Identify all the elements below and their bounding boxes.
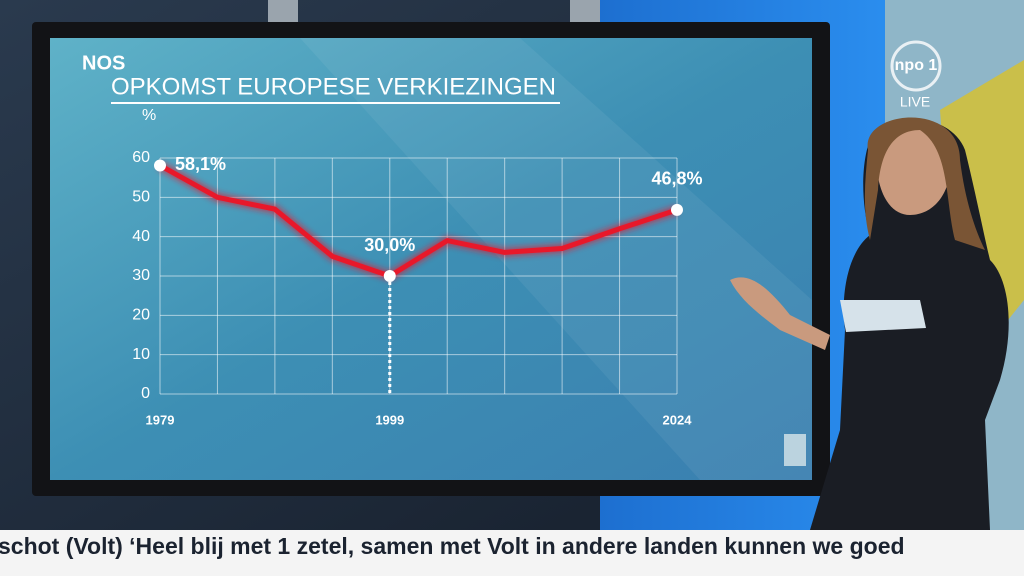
screen-corner — [784, 434, 806, 466]
x-tick-label: 2024 — [663, 412, 693, 427]
chart-title: OPKOMST EUROPESE VERKIEZINGEN — [111, 73, 556, 100]
y-tick-label: 40 — [132, 228, 150, 245]
data-point — [154, 159, 166, 172]
monitor-screen — [50, 38, 812, 480]
data-point — [383, 270, 396, 282]
channel-logo-ring — [890, 40, 942, 92]
x-tick-label: 1999 — [375, 412, 404, 427]
data-label: 46,8% — [651, 169, 702, 189]
y-tick-label: 0 — [141, 385, 150, 402]
y-axis-label: % — [142, 107, 156, 124]
live-label: LIVE — [900, 94, 930, 110]
data-label: 58,1% — [175, 154, 226, 174]
data-point — [671, 203, 683, 216]
ticker-text: schot (Volt) ‘Heel blij met 1 zetel, sam… — [0, 533, 905, 559]
ticker-bar — [0, 530, 1024, 576]
y-tick-label: 60 — [132, 149, 150, 166]
y-tick-label: 30 — [132, 267, 150, 284]
data-label: 30,0% — [364, 235, 415, 255]
x-tick-label: 1979 — [146, 412, 175, 427]
y-tick-label: 50 — [132, 189, 150, 206]
data-line — [158, 163, 678, 279]
y-tick-label: 20 — [132, 307, 150, 324]
channel-logo: npo 1 — [895, 57, 938, 74]
plot: 0 10 20 30 40 50 60 1979 1999 2024 58,1% 30,0% 46,8% — [132, 149, 702, 427]
screen-decoration — [300, 38, 812, 480]
y-tick-label: 10 — [132, 346, 150, 363]
presenter — [730, 117, 1009, 531]
brand-logo: NOS — [82, 52, 125, 74]
